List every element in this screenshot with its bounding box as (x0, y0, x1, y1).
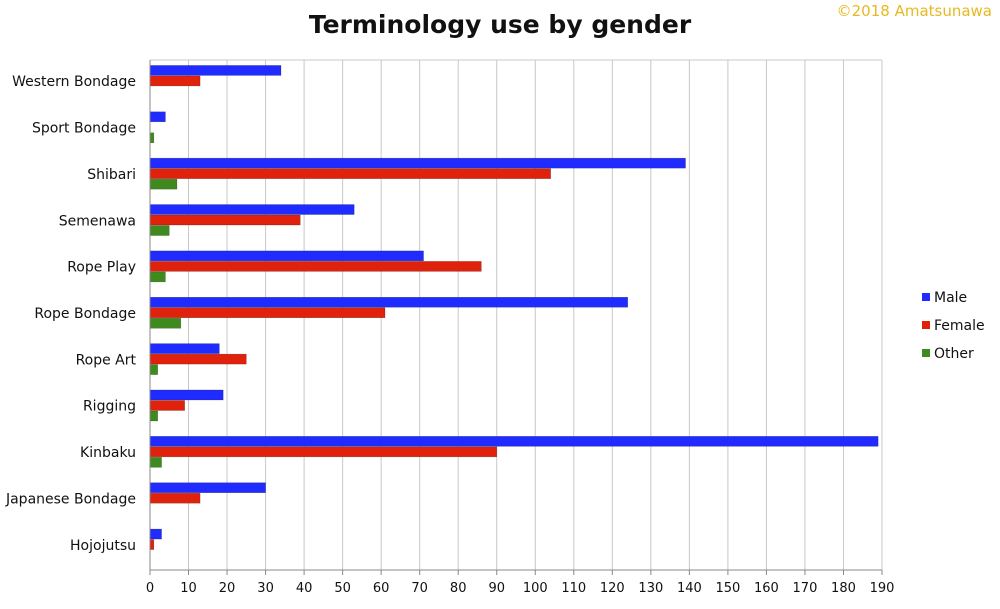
bar-female-0 (149, 75, 201, 87)
category-label: Rope Bondage (34, 306, 136, 322)
category-label: Kinbaku (80, 445, 136, 461)
legend-label-female: Female (934, 318, 985, 334)
x-tick-label: 120 (600, 581, 625, 596)
bar-male-4 (149, 250, 424, 262)
category-label: Hojojutsu (70, 538, 136, 554)
bar-female-3 (149, 214, 301, 226)
bar-male-6 (149, 343, 220, 354)
x-tick-label: 20 (219, 581, 236, 596)
category-label: Rigging (83, 399, 136, 415)
x-tick-label: 90 (488, 581, 505, 596)
bar-female-2 (149, 168, 551, 179)
bar-other-1 (149, 132, 155, 144)
bars (149, 65, 879, 550)
x-tick-labels: 0 10 20 30 40 50 60 70 80 90 100 110 120 130 140 150 160… (146, 581, 895, 596)
x-tick-label: 170 (793, 581, 818, 596)
legend: Male Female Other (922, 290, 985, 362)
category-label: Japanese Bondage (5, 491, 136, 507)
chart-title: Terminology use by gender (308, 10, 692, 39)
bar-male-1 (149, 111, 166, 123)
x-tick-label: 160 (754, 581, 779, 596)
x-tick-label: 10 (180, 581, 197, 596)
x-tick-label: 0 (146, 581, 154, 596)
category-labels: Western Bondage Sport Bondage Shibari Semen… (5, 74, 137, 554)
x-tick-label: 110 (561, 581, 586, 596)
x-tick-label: 190 (870, 581, 895, 596)
bar-other-4 (149, 271, 166, 283)
category-label: Sport Bondage (32, 121, 136, 137)
bar-male-9 (149, 482, 266, 493)
category-label: Semenawa (59, 213, 136, 229)
x-tick-label: 140 (677, 581, 702, 596)
bar-male-2 (149, 157, 686, 169)
bar-female-10 (149, 539, 155, 550)
bar-male-5 (149, 297, 628, 308)
copyright-label: ©2018 Amatsunawa (836, 2, 992, 20)
x-tick-label: 50 (334, 581, 351, 596)
category-label: Western Bondage (12, 74, 136, 90)
bar-other-8 (149, 457, 162, 468)
x-tick-label: 150 (715, 581, 740, 596)
x-tick-label: 30 (257, 581, 274, 596)
legend-label-male: Male (934, 290, 967, 306)
bar-male-0 (149, 65, 282, 76)
category-label: Rope Art (76, 352, 137, 368)
bar-male-10 (149, 528, 162, 540)
bar-male-7 (149, 389, 224, 401)
x-tick-label: 180 (831, 581, 856, 596)
legend-swatch-male (922, 293, 930, 301)
bar-male-8 (149, 436, 879, 447)
bar-other-3 (149, 225, 170, 236)
legend-swatch-female (922, 321, 930, 329)
x-tick-label: 70 (411, 581, 428, 596)
bar-other-7 (149, 410, 158, 422)
bar-female-4 (149, 261, 482, 272)
bar-male-3 (149, 204, 355, 215)
axes (149, 59, 883, 575)
bar-female-8 (149, 446, 497, 458)
category-label: Rope Play (67, 260, 136, 276)
x-tick-label: 60 (373, 581, 390, 596)
x-tick-label: 130 (638, 581, 663, 596)
legend-label-other: Other (934, 346, 974, 362)
category-label: Shibari (87, 167, 136, 183)
x-tick-label: 40 (296, 581, 313, 596)
x-tick-label: 100 (523, 581, 548, 596)
bar-other-2 (149, 178, 178, 190)
bar-female-7 (149, 400, 185, 411)
bar-other-6 (149, 364, 158, 375)
bar-other-5 (149, 318, 182, 329)
bar-female-6 (149, 353, 247, 365)
legend-swatch-other (922, 349, 930, 357)
bar-female-9 (149, 492, 201, 504)
bar-female-5 (149, 307, 386, 318)
x-tick-label: 80 (450, 581, 467, 596)
